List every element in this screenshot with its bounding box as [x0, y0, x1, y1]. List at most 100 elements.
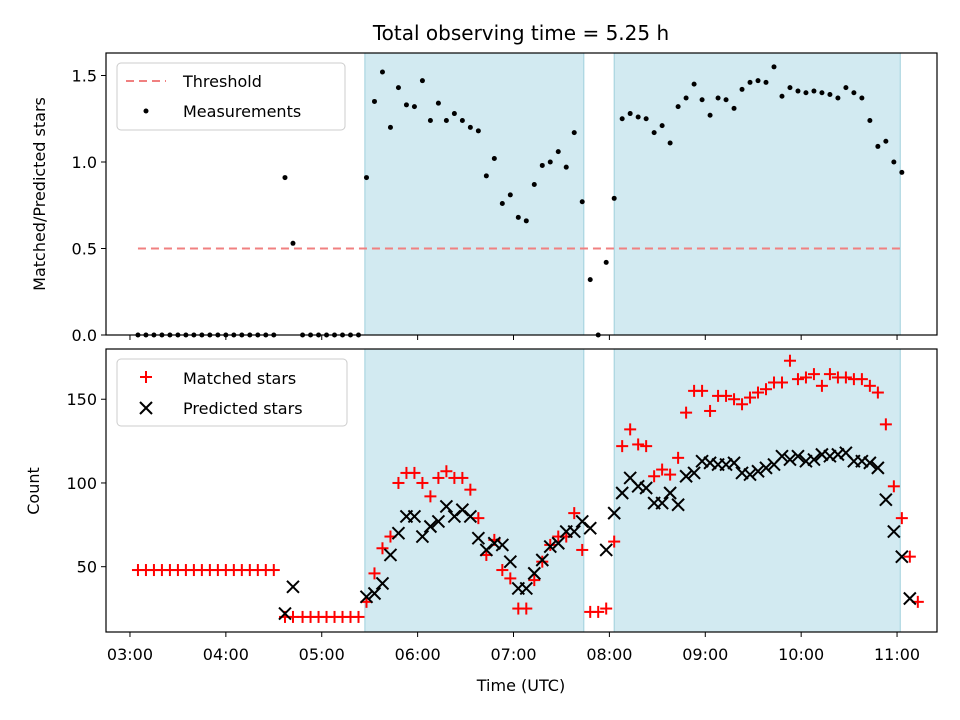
measurement-point [499, 201, 505, 207]
matched-star-point [416, 476, 429, 489]
matched-star-point [887, 480, 900, 493]
predicted-star-point [719, 457, 733, 472]
measurement-point [395, 85, 401, 91]
measurement-point [467, 124, 473, 130]
predicted-star-point [735, 466, 749, 480]
predicted-star-point [687, 466, 701, 480]
measurement-point [475, 128, 481, 134]
bottom-plot-frame [105, 348, 938, 633]
predicted-star-point [663, 486, 677, 500]
matched-star-point [368, 567, 381, 580]
matched-star-point [799, 371, 812, 384]
matched-star-point [871, 386, 884, 399]
legend-measurements-label: Measurements [183, 102, 301, 121]
measurement-point [731, 105, 737, 111]
predicted-star-point [831, 447, 845, 462]
predicted-star-point [863, 456, 877, 470]
measurement-point [403, 102, 409, 108]
predicted-star-point [823, 449, 837, 463]
chart-title: Total observing time = 5.25 h [372, 21, 669, 45]
xtick-label: 08:00 [586, 645, 632, 664]
measurement-point [683, 95, 689, 101]
predicted-star-point [703, 456, 717, 470]
measurement-point [435, 100, 441, 106]
matched-star-point [672, 451, 685, 464]
predicted-star-point [639, 481, 653, 495]
predicted-star-point [727, 456, 741, 470]
predicted-star-point [655, 496, 669, 510]
measurement-point [843, 85, 849, 91]
measurement-point [891, 159, 897, 165]
measurement-point [443, 117, 449, 123]
predicted-star-point [415, 529, 430, 544]
predicted-star-point [895, 549, 909, 564]
matched-star-point [823, 368, 836, 381]
matched-star-point [760, 383, 773, 396]
matched-star-point [464, 483, 477, 496]
predicted-star-point [471, 531, 486, 545]
matched-star-point [616, 440, 629, 453]
measurement-point [835, 95, 841, 101]
predicted-star-point [607, 506, 621, 520]
predicted-star-point [375, 576, 390, 591]
predicted-star-point [278, 606, 292, 621]
observing-window-shade [364, 52, 585, 336]
predicted-star-point [527, 566, 541, 581]
measurement-point [290, 240, 296, 246]
matched-star-point [624, 423, 637, 436]
xtick-label: 05:00 [299, 645, 345, 664]
top-plot-frame [105, 52, 938, 336]
matched-star-point [855, 373, 868, 386]
matched-star-point [752, 386, 765, 399]
measurement-point [819, 90, 825, 96]
predicted-star-point [583, 521, 597, 535]
matched-star-point [791, 373, 804, 386]
measurement-point [795, 88, 801, 94]
matched-star-point [376, 542, 389, 555]
measurement-point [867, 117, 873, 123]
xtick-label: 07:00 [490, 645, 536, 664]
predicted-star-point [551, 536, 565, 550]
predicted-star-point [807, 452, 821, 467]
predicted-star-point [383, 548, 398, 562]
measurement-point [419, 78, 425, 84]
predicted-star-point [775, 449, 789, 463]
legend-matched-swatch [140, 371, 152, 383]
predicted-star-point [815, 447, 829, 462]
predicted-star-point [359, 590, 374, 604]
matched-star-point [704, 404, 717, 417]
predicted-star-point [286, 580, 300, 594]
xlabel: Time (UTC) [476, 676, 565, 695]
legend-threshold-label: Threshold [182, 72, 262, 91]
measurement-point [483, 173, 489, 179]
measurement-point [459, 117, 465, 123]
xtick-label: 06:00 [395, 645, 441, 664]
measurement-point [755, 78, 761, 84]
predicted-star-point [791, 449, 805, 463]
matched-star-point [568, 507, 581, 520]
xtick-label: 11:00 [874, 645, 920, 664]
predicted-star-point [671, 498, 685, 512]
measurement-point [811, 88, 817, 94]
predicted-star-point [751, 464, 765, 478]
legend-measurements-swatch [143, 108, 149, 114]
matched-star-point [664, 468, 677, 481]
bottom-ytick-label: 100 [66, 474, 97, 493]
predicted-star-point [903, 591, 917, 606]
predicted-star-point [599, 543, 613, 557]
measurement-point [411, 104, 417, 110]
measurement-point [515, 214, 521, 220]
measurement-point [523, 218, 529, 224]
matched-star-point [680, 406, 693, 419]
top-legend: Threshold Measurements [116, 62, 346, 131]
measurement-point [603, 259, 609, 265]
predicted-star-point [799, 454, 813, 468]
matched-star-point [696, 384, 709, 397]
top-ytick-label: 1.0 [72, 153, 97, 172]
measurement-point [619, 116, 625, 122]
matched-star-point [775, 376, 788, 389]
predicted-star-point [503, 554, 518, 569]
measurement-point [635, 114, 641, 120]
measurement-point [387, 124, 393, 130]
xtick-label: 03:00 [107, 645, 153, 664]
